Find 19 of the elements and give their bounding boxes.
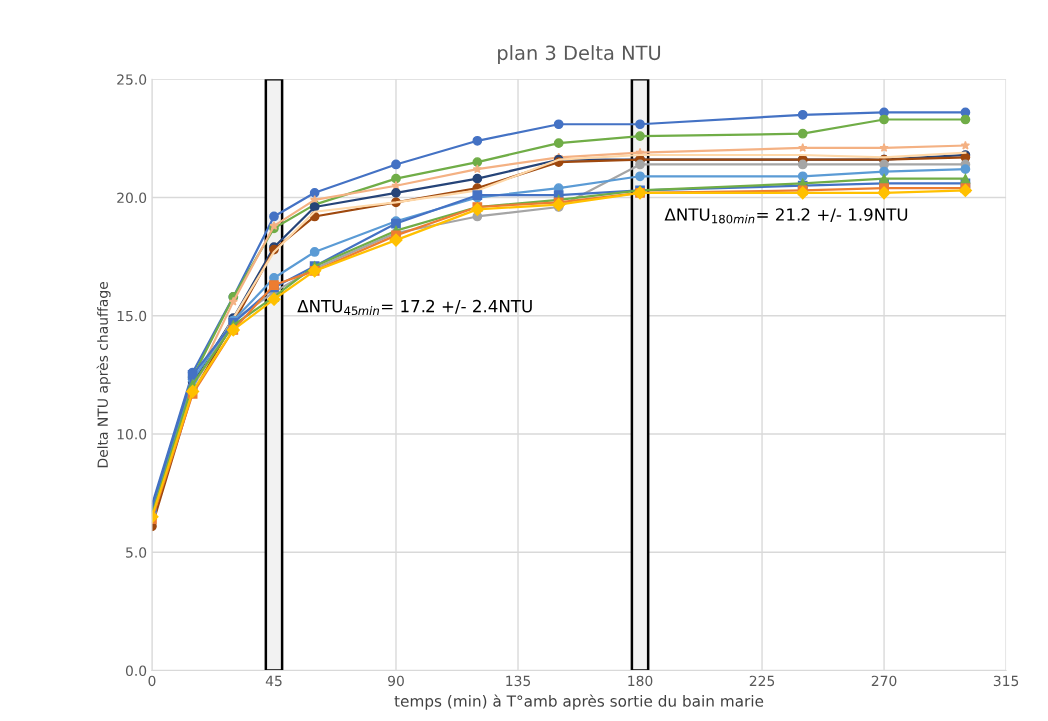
y-tick-label: 15.0 <box>117 310 147 322</box>
y-axis-title: Delta NTU après chauffage <box>96 282 111 468</box>
x-tick-label: 0 <box>148 675 156 687</box>
x-tick-label: 270 <box>871 675 897 687</box>
y-tick-label: 25.0 <box>117 74 147 85</box>
y-tick-label: 0.0 <box>125 665 147 676</box>
annotation: ΔNTU$_{45min}$= 17.2 +/- 2.4NTU <box>297 299 532 316</box>
y-tick-label: 20.0 <box>117 192 147 204</box>
x-tick-label: 180 <box>628 675 653 687</box>
annotation: ΔNTU$_{180min}$= 21.2 +/- 1.9NTU <box>664 208 908 224</box>
y-tick-label: 10.0 <box>117 429 147 440</box>
x-tick-label: 225 <box>749 675 775 687</box>
x-tick-label: 90 <box>388 675 404 687</box>
x-tick-label: 135 <box>506 675 531 687</box>
chart-title: plan 3 Delta NTU <box>498 45 661 64</box>
y-tick-label: 5.0 <box>126 547 147 558</box>
x-tick-label: 315 <box>993 675 1019 687</box>
x-axis-title: temps (min) à T°amb après sortie du bain marie <box>394 694 764 710</box>
x-tick-label: 45 <box>265 675 282 687</box>
